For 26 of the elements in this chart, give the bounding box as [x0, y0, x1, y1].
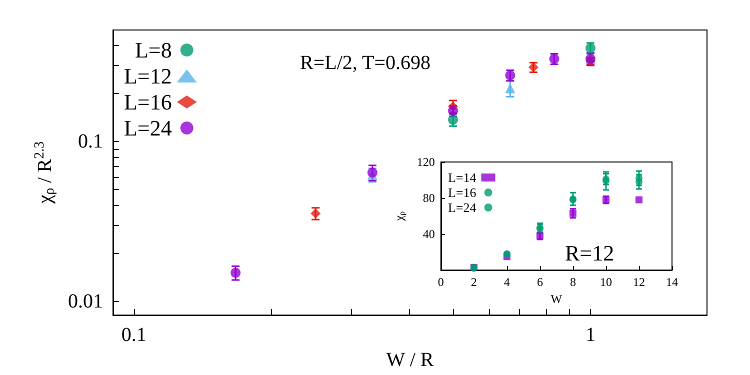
y-tick-label: 120: [416, 155, 435, 169]
x-axis-title: W / R: [386, 349, 434, 371]
annotation: R=L/2, T=0.698: [300, 52, 431, 74]
annotation: R=12: [565, 240, 614, 266]
x-tick-label: 1: [585, 324, 596, 346]
y-axis-title: χρ / R2.3: [32, 141, 58, 205]
legend-label: L=8: [134, 38, 172, 62]
y-tick-label: 80: [422, 191, 435, 206]
x-tick-label: 6: [536, 275, 543, 290]
y-tick-label: 40: [422, 227, 435, 242]
legend-label: L=12: [124, 64, 172, 88]
x-tick-label: 2: [470, 275, 477, 290]
x-tick-label: 8: [570, 275, 576, 290]
x-tick-label: 14: [666, 275, 678, 290]
legend-label: L=14: [448, 170, 477, 185]
legend-label: L=16: [124, 90, 172, 114]
legend-label: L=24: [124, 116, 172, 140]
y-tick-label: 0.01: [68, 290, 103, 312]
x-axis-title: W: [550, 292, 563, 306]
x-tick-label: 10: [600, 275, 612, 290]
x-tick-label: 12: [632, 275, 645, 290]
y-axis-title: χρ: [392, 211, 406, 222]
legend-label: L=24: [448, 200, 477, 215]
x-tick-label: 4: [504, 275, 510, 290]
legend-label: L=16: [448, 185, 477, 200]
x-tick-label: 0: [438, 275, 444, 290]
